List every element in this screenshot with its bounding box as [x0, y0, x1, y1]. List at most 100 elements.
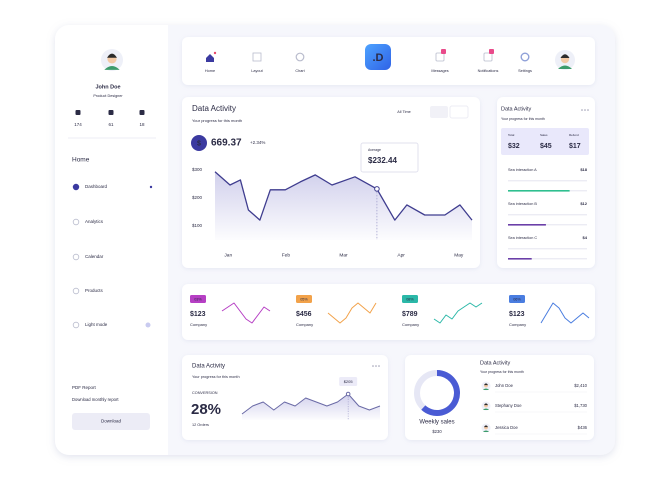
y-tick-label: $200 [192, 195, 203, 200]
area [215, 171, 472, 240]
total-icon: $ [197, 140, 201, 147]
nav-label[interactable]: Settings [518, 69, 532, 73]
avatar-hair [107, 53, 117, 58]
sparkline [221, 302, 271, 324]
nav-item[interactable]: Products [85, 288, 104, 293]
metric-label: CONVERSION [192, 391, 218, 395]
nav-icon [483, 52, 493, 62]
progress-track [508, 248, 587, 250]
report-title: PDF Report [72, 385, 97, 390]
avatar-hair [560, 54, 570, 58]
metric-value: 28% [191, 401, 221, 418]
user-name: John Doe [95, 84, 120, 90]
nav-label[interactable]: Chart [295, 69, 305, 73]
hover-point [374, 186, 380, 192]
kpi-label: Company [296, 322, 313, 327]
person-value: $436 [578, 425, 588, 430]
donut-label: Weekly sales [419, 420, 454, 426]
y-tick-label: $300 [192, 167, 203, 172]
kpi-label: Company [402, 322, 419, 327]
card-subtitle: Your progress for this month [192, 375, 240, 379]
filter[interactable]: All Time [397, 110, 411, 114]
nav-icon [72, 321, 80, 329]
user-role: Product Designer [93, 94, 123, 98]
dot [587, 109, 589, 111]
progress-track [508, 214, 587, 216]
badge [509, 295, 525, 303]
stat-label: Sales [540, 133, 548, 137]
dot [584, 109, 586, 111]
toggle [145, 322, 151, 328]
x-tick-label: Jan [224, 252, 232, 258]
nav-icon [72, 183, 80, 191]
stat-icon [75, 110, 81, 115]
report-text: Download monthly report [72, 397, 119, 402]
x-tick-label: Mar [339, 252, 348, 258]
summary-stats-box [501, 128, 589, 155]
tooltip-label: Average [368, 148, 381, 152]
avatar-hair [483, 403, 489, 406]
x-tick-label: Apr [397, 252, 405, 258]
dot [375, 365, 377, 367]
item-value: $12 [580, 201, 587, 206]
stat-value: $17 [569, 143, 581, 150]
item-name: Sea interaction C [508, 236, 537, 240]
kpi-card [182, 284, 595, 340]
nav-label[interactable]: Notifications [478, 69, 499, 73]
card-subtitle: Your progress for this month [192, 118, 242, 123]
badge-label: 05% [300, 297, 308, 301]
progress-bar [508, 224, 546, 226]
card-title: Data Activity [192, 364, 225, 370]
nav-item[interactable]: Dashboard [85, 184, 108, 189]
person-name: Stephany Doe [495, 403, 522, 408]
menu-dots[interactable] [372, 109, 589, 367]
view-toggle[interactable] [449, 105, 469, 119]
nav-icon [295, 52, 305, 62]
person-name: Jessica Doe [495, 425, 518, 430]
stat-value: $32 [508, 143, 520, 150]
badge [296, 295, 312, 303]
download-button[interactable] [72, 413, 150, 430]
avatar-body [482, 388, 490, 391]
stat-icon [139, 110, 145, 115]
notify-dot [213, 51, 217, 55]
kpi-value: $123 [190, 311, 206, 318]
nav-label[interactable]: Layout [251, 69, 263, 73]
view-toggle[interactable] [430, 106, 448, 118]
badge [489, 49, 494, 54]
nav-label[interactable]: Messages [431, 69, 448, 73]
y-tick-label: $100 [192, 223, 203, 228]
card-title: Data Activity [192, 104, 236, 113]
area [242, 394, 380, 420]
person-name: John Doe [495, 383, 514, 388]
sparkline [433, 302, 483, 324]
total-value: 669.37 [211, 138, 242, 149]
stat-label: Total [508, 133, 515, 137]
progress-bar [508, 190, 570, 192]
nav-item[interactable]: Calendar [85, 254, 104, 259]
kpi-value: $123 [509, 311, 525, 318]
tooltip-box [360, 142, 419, 173]
item-name: Sea interaction B [508, 202, 537, 206]
avatar-body [482, 408, 490, 411]
nav-item[interactable]: Analytics [85, 219, 104, 224]
person-value: $1,730 [574, 403, 587, 408]
badge-label: 08% [406, 297, 414, 301]
nav-icon [252, 52, 262, 62]
person-value: $2,410 [574, 383, 587, 388]
progress-track [508, 258, 587, 260]
nav-label[interactable]: Home [205, 69, 215, 73]
logo-tile [365, 44, 391, 70]
nav-icon [435, 52, 445, 62]
nav-item[interactable]: Light mode [85, 322, 108, 327]
avatar-hair [483, 425, 489, 428]
avatar-body [104, 66, 120, 70]
nav-icon [520, 52, 530, 62]
avatar-body [558, 65, 572, 69]
badge [441, 49, 446, 54]
dot [581, 109, 583, 111]
avatar-hair [483, 383, 489, 386]
button-label: Download [101, 419, 122, 424]
